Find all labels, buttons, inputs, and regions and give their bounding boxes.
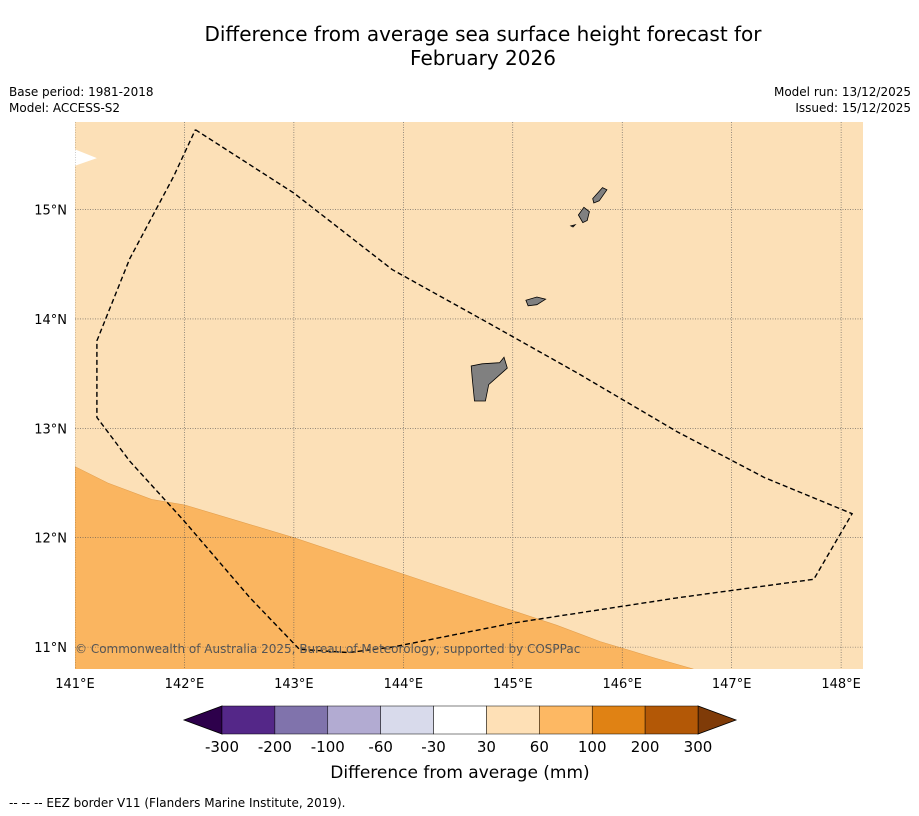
colorbar-under-arrow	[182, 705, 223, 735]
latitude-tick-label: 12°N	[34, 532, 67, 547]
colorbar-tick-label: -200	[258, 738, 292, 756]
colorbar-tick-label: -100	[311, 738, 345, 756]
latitude-tick-label: 14°N	[34, 313, 67, 328]
colorbar-tick-label: 60	[530, 738, 549, 756]
longitude-tick-label: 143°E	[274, 677, 314, 692]
latitude-tick-label: 15°N	[34, 204, 67, 219]
map-axes: 141°E 142°E 143°E 144°E 145°E 146°E 147°E 148°E…	[34, 204, 861, 692]
eez-border-layer	[96, 129, 854, 654]
higher-anomaly-band	[75, 466, 694, 669]
colorbar-segment	[539, 705, 593, 735]
colorbar-segment	[486, 705, 540, 735]
colorbar-tick-label: -60	[368, 738, 393, 756]
longitude-tick-label: 144°E	[384, 677, 424, 692]
model-run: Model run: 13/12/2025	[773, 85, 911, 99]
colorbar-tick-label: -30	[421, 738, 446, 756]
base-period: Base period: 1981-2018	[9, 85, 154, 99]
graticule	[75, 122, 863, 669]
map-title: Difference from average sea surface heig…	[0, 22, 919, 70]
eez-footnote: -- -- -- EEZ border V11 (Flanders Marine…	[9, 796, 346, 810]
colorbar-segment	[327, 705, 381, 735]
colorbar-segment	[644, 705, 699, 735]
title-line-2: February 2026	[410, 46, 556, 70]
colorbar-tick-label: -300	[205, 738, 239, 756]
meta-right: Model run: 13/12/2025 Issued: 15/12/2025	[774, 84, 911, 116]
title-line-1: Difference from average sea surface heig…	[204, 22, 762, 46]
longitude-tick-label: 146°E	[602, 677, 642, 692]
map-area	[75, 122, 863, 669]
colorbar-tick-label: 300	[684, 738, 713, 756]
issued-date: Issued: 15/12/2025	[795, 101, 911, 115]
island-saipan	[592, 187, 608, 204]
longitude-tick-label: 148°E	[821, 677, 861, 692]
latitude-tick-label: 13°N	[34, 422, 67, 437]
longitude-tick-label: 145°E	[493, 677, 533, 692]
colorbar-segment	[591, 705, 646, 735]
meta-left: Base period: 1981-2018 Model: ACCESS-S2	[9, 84, 154, 116]
colorbar-segment	[380, 705, 434, 735]
colorbar-segment	[221, 705, 276, 735]
colorbar-label: Difference from average (mm)	[330, 763, 589, 783]
model-name: Model: ACCESS-S2	[9, 101, 121, 115]
latitude-tick-label: 11°N	[34, 641, 67, 656]
eez-border	[96, 129, 854, 654]
longitude-tick-label: 142°E	[165, 677, 205, 692]
colorbar-tick-label: 30	[477, 738, 496, 756]
longitude-tick-label: 147°E	[712, 677, 752, 692]
longitude-tick-label: 141°E	[55, 677, 95, 692]
colorbar-over-arrow	[697, 705, 738, 735]
near-average-region	[75, 149, 97, 166]
colorbar-segment	[274, 705, 329, 735]
copyright-notice: © Commonwealth of Australia 2025, Bureau…	[75, 642, 580, 656]
colorbar-tick-label: 200	[631, 738, 660, 756]
island-rota	[525, 296, 547, 307]
island-aguijan	[569, 224, 577, 228]
colorbar-tick-label: 100	[578, 738, 607, 756]
colorbar: -300 -200 -100 -60 -30 30 60 100 200 300	[182, 705, 738, 756]
island-guam	[470, 356, 508, 402]
colorbar-segment	[433, 705, 487, 735]
island-tinian	[577, 206, 590, 224]
